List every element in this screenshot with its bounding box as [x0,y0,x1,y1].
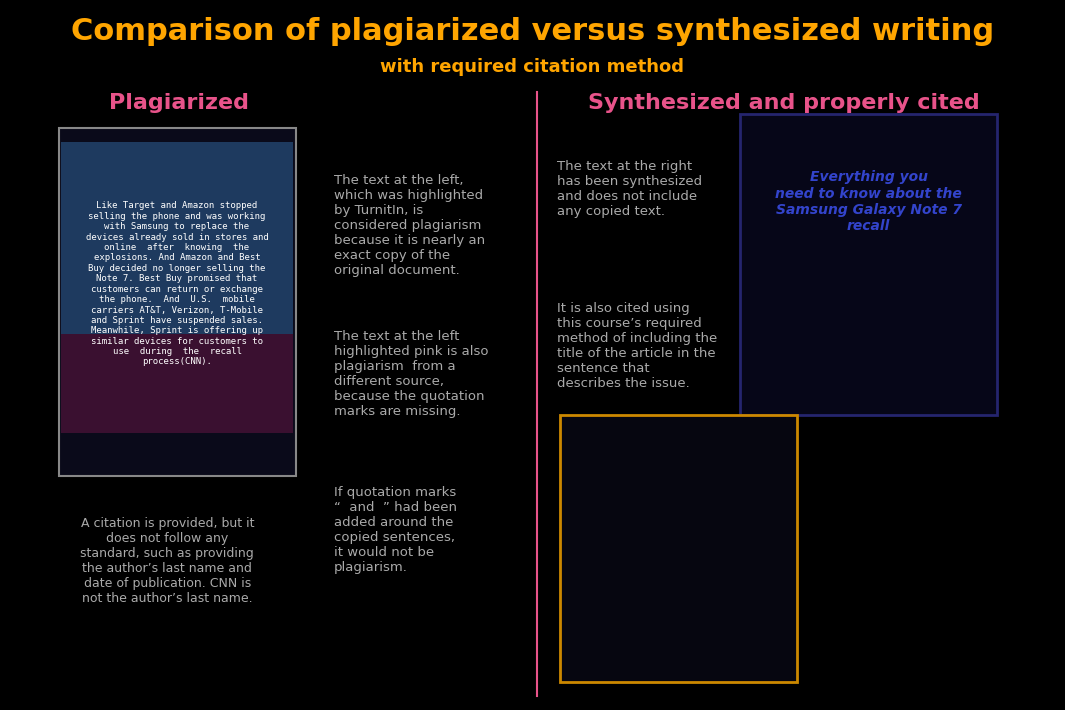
Text: with required citation method: with required citation method [380,58,685,77]
Text: Synthesized and properly cited: Synthesized and properly cited [588,93,980,113]
Text: Comparison of plagiarized versus synthesized writing: Comparison of plagiarized versus synthes… [71,18,994,46]
Text: The text at the right
has been synthesized
and does not include
any copied text.: The text at the right has been synthesiz… [557,160,702,218]
Text: Plagiarized: Plagiarized [110,93,249,113]
FancyBboxPatch shape [62,334,293,433]
Text: Everything you
need to know about the
Samsung Galaxy Note 7
recall: Everything you need to know about the Sa… [775,170,962,233]
FancyBboxPatch shape [62,142,293,341]
Text: The text at the left
highlighted pink is also
plagiarism  from a
different sourc: The text at the left highlighted pink is… [334,330,489,418]
FancyBboxPatch shape [740,114,997,415]
Text: Like Target and Amazon stopped
selling the phone and was working
with Samsung to: Like Target and Amazon stopped selling t… [85,202,268,366]
Text: If quotation marks
“  and  ” had been
added around the
copied sentences,
it woul: If quotation marks “ and ” had been adde… [334,486,457,574]
FancyBboxPatch shape [59,128,295,476]
Text: It is also cited using
this course’s required
method of including the
title of t: It is also cited using this course’s req… [557,302,717,390]
Text: The text at the left,
which was highlighted
by TurnitIn, is
considered plagiaris: The text at the left, which was highligh… [334,174,486,277]
FancyBboxPatch shape [559,415,797,682]
Text: A citation is provided, but it
does not follow any
standard, such as providing
t: A citation is provided, but it does not … [81,517,255,605]
